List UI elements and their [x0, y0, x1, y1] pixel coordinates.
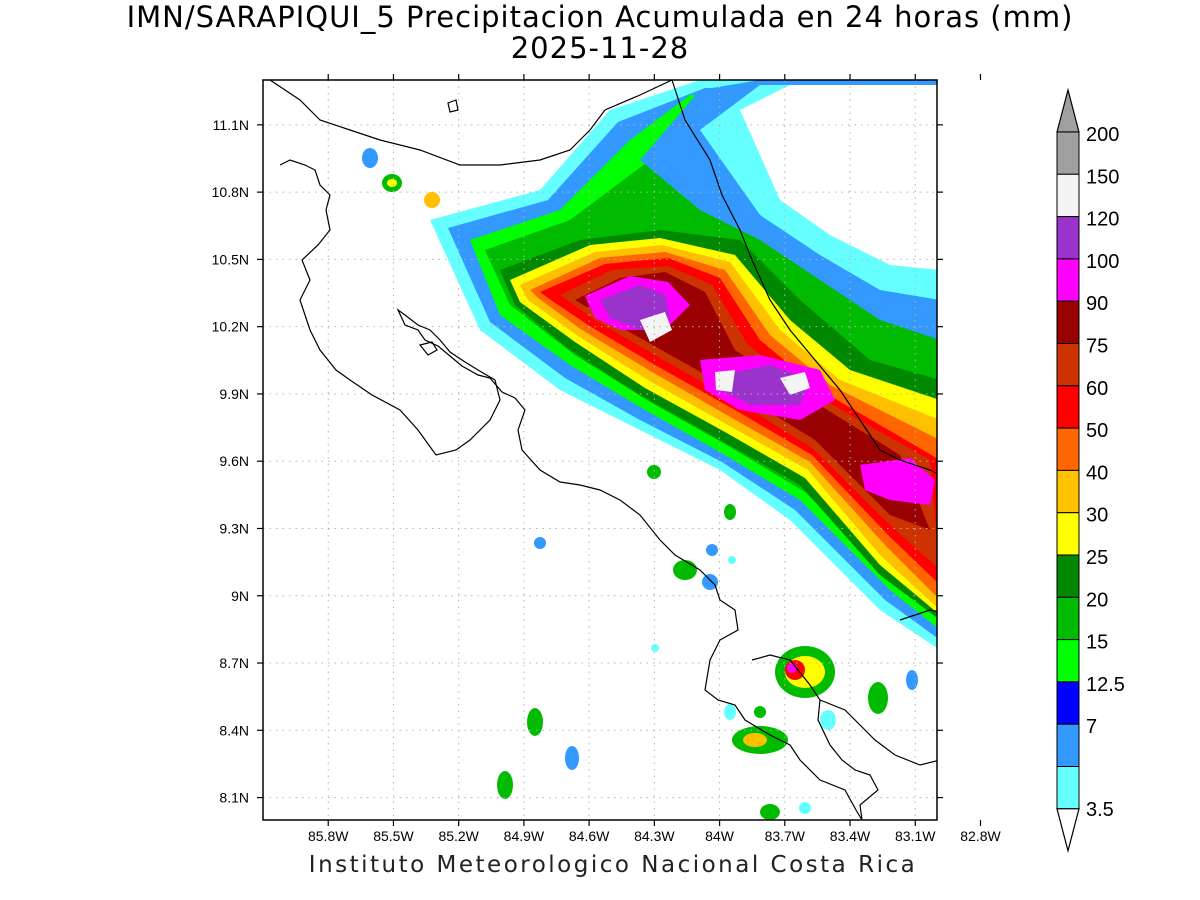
lat-tick-label: 10.5N	[212, 251, 249, 267]
legend-swatch	[1056, 766, 1080, 810]
legend-label: 30	[1086, 505, 1108, 527]
legend-label: 120	[1086, 209, 1119, 231]
legend-label: 25	[1086, 547, 1108, 569]
legend-swatch	[1056, 131, 1080, 175]
legend-label: 40	[1086, 462, 1108, 484]
legend-label: 7	[1086, 716, 1097, 738]
legend-bottom-triangle	[1056, 808, 1080, 854]
lon-tick-label: 85.8W	[308, 828, 349, 844]
legend-label: 20	[1086, 589, 1108, 611]
map-axes: 85.8W 85.5W 85.2W 84.9W 84.6W 84.3W 84W 83.7W 83…	[212, 74, 1001, 844]
lon-tick-label: 84.9W	[504, 828, 545, 844]
lon-tick-label: 84.3W	[634, 828, 675, 844]
lat-tick-label: 9.9N	[219, 386, 249, 402]
lon-tick-label: 85.5W	[373, 828, 414, 844]
legend-label: 12.5	[1086, 674, 1125, 696]
legend-label: 15	[1086, 632, 1108, 654]
plot-frame	[262, 79, 938, 821]
lat-tick-label: 9.6N	[219, 453, 249, 469]
legend-swatch	[1056, 469, 1080, 514]
legend-label: 200	[1086, 124, 1119, 146]
lat-tick-label: 9N	[231, 588, 249, 604]
legend-swatch	[1056, 596, 1080, 641]
legend-swatch	[1056, 258, 1080, 302]
legend-swatch	[1056, 554, 1080, 598]
title-line-1: IMN/SARAPIQUI_5 Precipitacion Acumulada …	[126, 0, 1074, 34]
lat-tick-label: 8.4N	[219, 722, 249, 738]
legend-swatch	[1056, 385, 1080, 429]
lat-tick-label: 9.3N	[219, 520, 249, 536]
lat-tick-label: 10.2N	[212, 319, 249, 335]
lat-tick-label: 8.1N	[219, 790, 249, 806]
legend-label: 60	[1086, 378, 1108, 400]
legend-label: 50	[1086, 420, 1108, 442]
legend-swatch	[1056, 343, 1080, 387]
lon-tick-label: 82.8W	[960, 828, 1001, 844]
lon-tick-label: 83.1W	[895, 828, 936, 844]
lat-tick-label: 11.1N	[213, 117, 249, 133]
lon-tick-label: 85.2W	[438, 828, 479, 844]
legend-swatch	[1056, 427, 1080, 471]
lat-tick-label: 8.7N	[219, 655, 249, 671]
lat-tick-label: 10.8N	[212, 184, 249, 200]
lon-tick-label: 83.7W	[765, 828, 806, 844]
legend-label: 100	[1086, 251, 1119, 273]
legend-label: 90	[1086, 293, 1108, 315]
legend-label: 3.5	[1086, 799, 1114, 821]
legend-swatch	[1056, 639, 1080, 683]
legend-label: 150	[1086, 166, 1119, 188]
legend-swatch	[1056, 173, 1080, 218]
footer-credit: Instituto Meteorologico Nacional Costa R…	[308, 852, 918, 878]
legend-top-triangle	[1056, 87, 1080, 133]
map-title: IMN/SARAPIQUI_5 Precipitacion Acumulada …	[0, 2, 1200, 64]
legend-swatch	[1056, 723, 1080, 768]
legend-swatch	[1056, 300, 1080, 345]
legend-swatch	[1056, 512, 1080, 556]
lon-tick-label: 84.6W	[569, 828, 610, 844]
color-legend: 200 150 120 100 90 75 60 50 40 30 25 20 15 12.5 7 3.5	[1056, 87, 1125, 854]
lon-tick-label: 84W	[705, 828, 735, 844]
coastline	[269, 80, 937, 820]
legend-label: 75	[1086, 336, 1108, 358]
lon-tick-label: 83.4W	[830, 828, 871, 844]
legend-swatch	[1056, 681, 1080, 725]
legend-swatch	[1056, 216, 1080, 260]
title-line-2: 2025-11-28	[510, 31, 690, 65]
precipitation-field	[362, 80, 937, 820]
